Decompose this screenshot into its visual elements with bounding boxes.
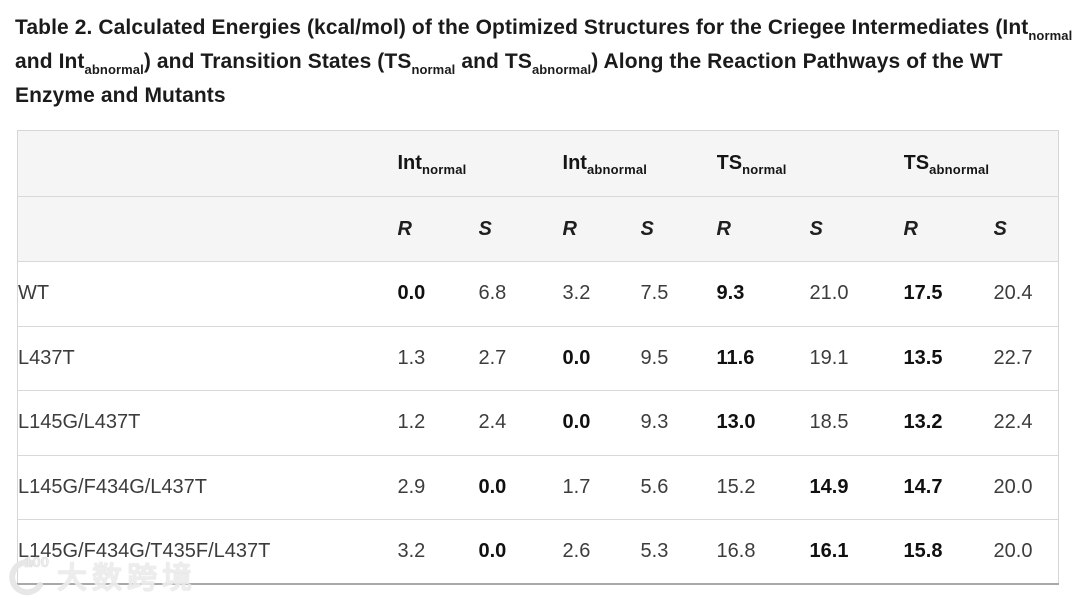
value-cell: 15.8	[903, 519, 994, 584]
value-cell: 2.4	[478, 390, 563, 455]
value-cell: 9.3	[640, 390, 717, 455]
value-cell: 3.2	[397, 519, 479, 584]
subheader-spacer	[17, 196, 398, 262]
value-cell: 16.1	[809, 519, 904, 584]
value-cell: 2.7	[478, 325, 563, 391]
subheader-s: S	[478, 196, 563, 262]
value-cell: 20.0	[993, 454, 1059, 520]
row-label: L145G/L437T	[17, 390, 398, 455]
subheader-s: S	[993, 196, 1059, 262]
value-cell: 14.7	[903, 454, 994, 520]
value-cell: 19.1	[809, 325, 904, 391]
table-row: L145G/L437T 1.2 2.4 0.0 9.3 13.0 18.5 13.2 22.4	[17, 390, 1059, 455]
table-title: Table 2. Calculated Energies (kcal/mol) …	[15, 16, 1073, 107]
value-cell: 17.5	[903, 261, 994, 326]
value-cell: 9.5	[640, 325, 717, 391]
value-cell: 20.4	[993, 261, 1059, 326]
row-label: L145G/F434G/L437T	[17, 454, 398, 520]
value-cell: 11.6	[716, 325, 810, 391]
value-cell: 16.8	[716, 519, 810, 584]
value-cell: 9.3	[716, 261, 810, 326]
row-label: L437T	[17, 325, 398, 391]
value-cell: 18.5	[809, 390, 904, 455]
value-cell: 14.9	[809, 454, 904, 520]
value-cell: 2.9	[397, 454, 479, 520]
value-cell: 5.3	[640, 519, 717, 584]
value-cell: 13.5	[903, 325, 994, 391]
value-cell: 15.2	[716, 454, 810, 520]
value-cell: 0.0	[397, 261, 479, 326]
subheader-s: S	[640, 196, 717, 262]
value-cell: 1.3	[397, 325, 479, 391]
value-cell: 6.8	[478, 261, 563, 326]
value-cell: 1.7	[562, 454, 641, 520]
value-cell: 2.6	[562, 519, 641, 584]
value-cell: 21.0	[809, 261, 904, 326]
table-header: Intnormal Intabnormal TSnormal TSabnorma…	[17, 130, 1059, 262]
group-header-ts-abnormal: TSabnormal	[903, 130, 1059, 197]
energies-table: Intnormal Intabnormal TSnormal TSabnorma…	[17, 130, 1060, 585]
subheader-r: R	[562, 196, 641, 262]
table-row: L145G/F434G/T435F/L437T 3.2 0.0 2.6 5.3 16.8 1…	[17, 519, 1059, 584]
table-row: WT 0.0 6.8 3.2 7.5 9.3 21.0 17.5 20.4	[17, 261, 1059, 326]
group-header-ts-normal: TSnormal	[716, 130, 904, 197]
row-label: WT	[17, 261, 398, 326]
subheader-row: R S R S R S R S	[17, 196, 1059, 262]
value-cell: 7.5	[640, 261, 717, 326]
subheader-r: R	[397, 196, 479, 262]
group-header-int-abnormal: Intabnormal	[562, 130, 717, 197]
table-row: L437T 1.3 2.7 0.0 9.5 11.6 19.1 13.5 22.7	[17, 325, 1059, 391]
value-cell: 13.0	[716, 390, 810, 455]
value-cell: 13.2	[903, 390, 994, 455]
value-cell: 22.7	[993, 325, 1059, 391]
header-spacer	[17, 130, 398, 197]
value-cell: 20.0	[993, 519, 1059, 584]
row-label: L145G/F434G/T435F/L437T	[17, 519, 398, 584]
group-header-int-normal: Intnormal	[397, 130, 563, 197]
subheader-r: R	[903, 196, 994, 262]
value-cell: 3.2	[562, 261, 641, 326]
value-cell: 0.0	[478, 454, 563, 520]
value-cell: 1.2	[397, 390, 479, 455]
value-cell: 22.4	[993, 390, 1059, 455]
group-header-row: Intnormal Intabnormal TSnormal TSabnorma…	[17, 130, 1059, 197]
table-row: L145G/F434G/L437T 2.9 0.0 1.7 5.6 15.2 14.9 14.…	[17, 454, 1059, 520]
value-cell: 0.0	[562, 390, 641, 455]
table-body: WT 0.0 6.8 3.2 7.5 9.3 21.0 17.5 20.4 L437T 1.3 2.7…	[17, 261, 1059, 584]
value-cell: 0.0	[478, 519, 563, 584]
value-cell: 0.0	[562, 325, 641, 391]
value-cell: 5.6	[640, 454, 717, 520]
subheader-r: R	[716, 196, 810, 262]
subheader-s: S	[809, 196, 904, 262]
